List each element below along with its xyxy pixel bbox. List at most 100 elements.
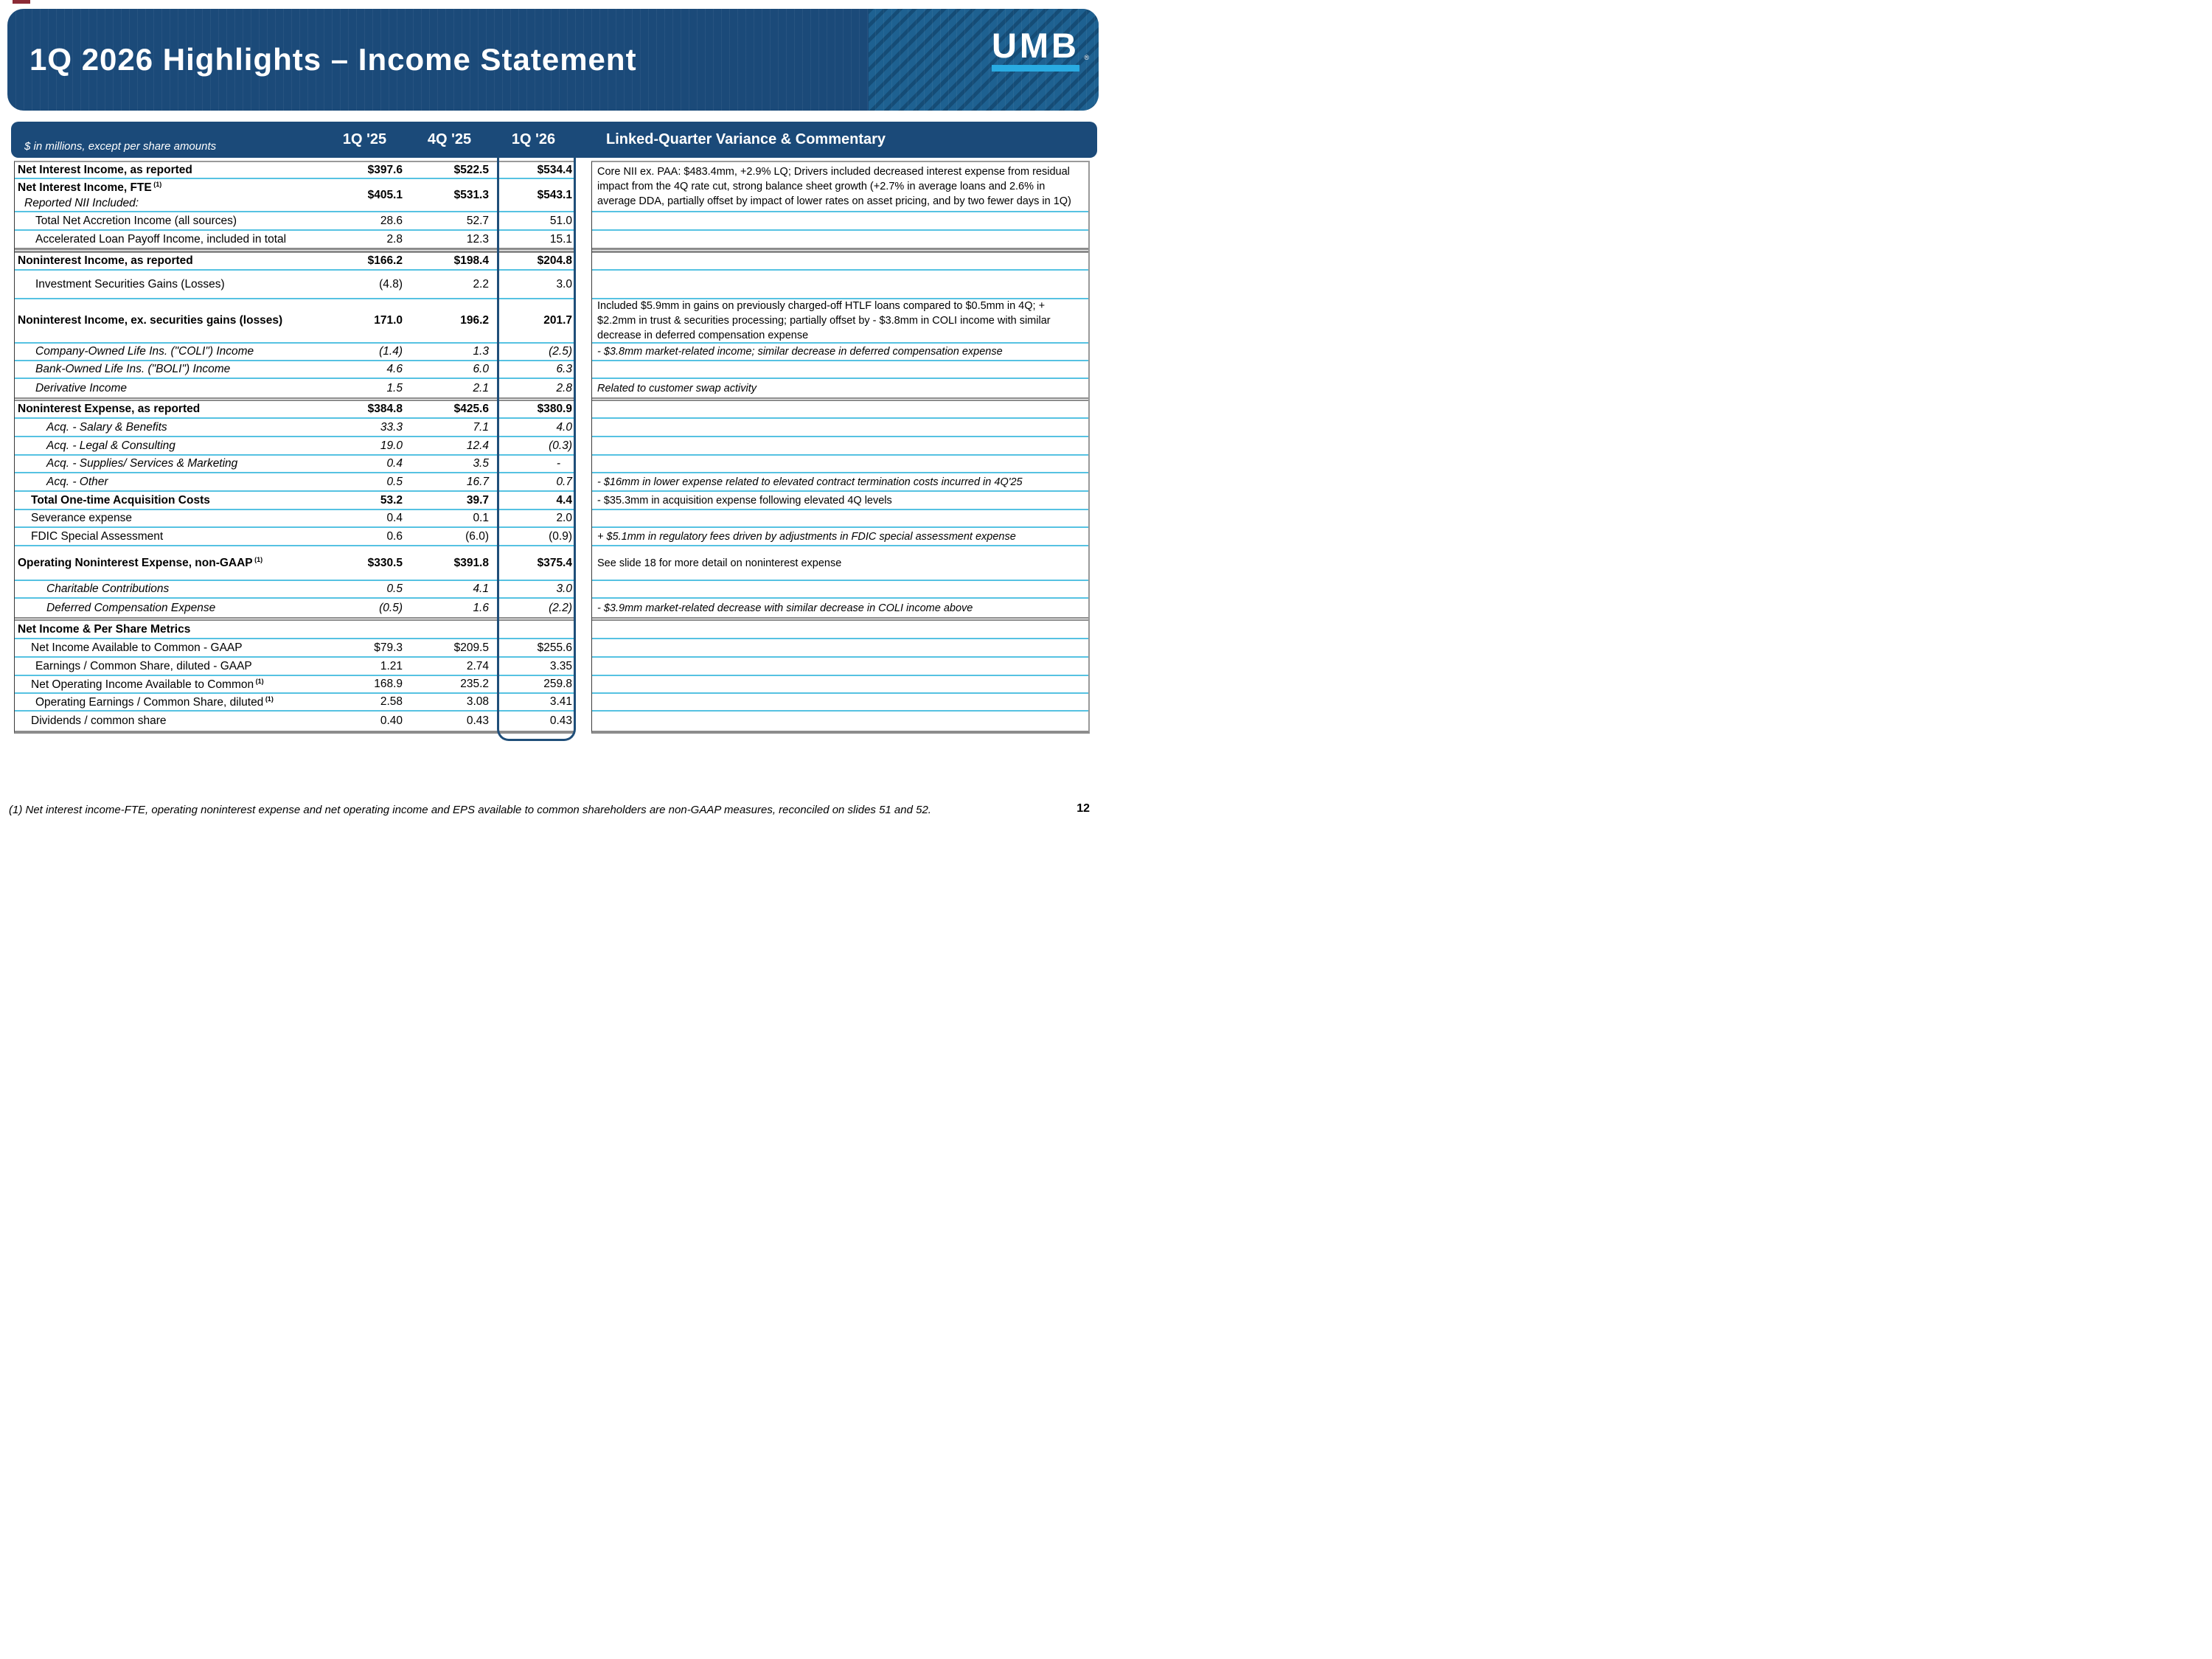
commentary-table: Core NII ex. PAA: $483.4mm, +2.9% LQ; Dr…	[591, 161, 1090, 734]
commentary-cell	[592, 212, 1088, 231]
main-table: Net Interest Income, as reported $397.6 $5…	[14, 161, 575, 734]
value-1q25: 0.5	[386, 582, 403, 595]
value-1q25: 0.4	[386, 457, 403, 470]
value-4q25: 12.4	[466, 439, 489, 452]
table-row: Net Income & Per Share Metrics	[15, 621, 575, 639]
section-divider	[15, 617, 575, 621]
value-4q25: 2.1	[473, 381, 489, 394]
value-1q26: $375.4	[537, 556, 572, 569]
commentary-cell	[592, 658, 1088, 676]
row-label: Company-Owned Life Ins. ("COLI") Income	[35, 345, 254, 358]
value-4q25: $522.5	[453, 163, 489, 176]
value-1q25: 1.21	[380, 659, 403, 672]
table-row: Earnings / Common Share, diluted - GAAP 1…	[15, 658, 575, 676]
row-label: Noninterest Expense, as reported	[18, 403, 201, 416]
table-row: Investment Securities Gains (Losses) (4.8…	[15, 271, 575, 299]
value-4q25: 3.5	[473, 457, 489, 470]
commentary-cell	[592, 456, 1088, 473]
row-label: Charitable Contributions	[46, 582, 170, 596]
value-4q25: 2.2	[473, 277, 489, 291]
value-1q25: $397.6	[367, 163, 403, 176]
row-label: Acq. - Legal & Consulting	[46, 439, 175, 452]
value-1q26: $204.8	[537, 254, 572, 267]
value-4q25: 235.2	[460, 678, 489, 690]
value-1q26: 4.0	[556, 420, 572, 434]
value-1q25: 0.40	[380, 714, 403, 727]
value-4q25: $425.6	[453, 403, 489, 415]
umb-logo-text: UMB	[991, 26, 1079, 65]
table-row: Acq. - Other 0.5 16.7 0.7	[15, 473, 575, 492]
table-row: Net Income Available to Common - GAAP $79…	[15, 639, 575, 658]
row-label: Severance expense	[31, 512, 133, 525]
row-label: Noninterest Income, ex. securities gains…	[18, 314, 283, 327]
commentary-cell	[592, 712, 1088, 731]
value-4q25: 12.3	[466, 232, 489, 246]
value-1q26: 51.0	[549, 214, 572, 227]
value-4q25: 52.7	[466, 214, 489, 227]
commentary-header: Linked-Quarter Variance & Commentary	[606, 131, 886, 147]
title-bar: UMB ® 1Q 2026 Highlights – Income Statem…	[7, 9, 1099, 111]
logo-underline	[991, 65, 1079, 72]
row-label: Dividends / common share	[31, 714, 167, 728]
section-divider	[15, 397, 575, 401]
value-1q26: 2.8	[556, 381, 572, 394]
row-label: Net Income Available to Common - GAAP	[31, 641, 243, 654]
value-1q26: 3.41	[549, 695, 572, 708]
table-row: Noninterest Income, ex. securities gains…	[15, 299, 575, 344]
value-1q26: (2.5)	[549, 345, 572, 358]
table-row: Net Operating Income Available to Common…	[15, 676, 575, 694]
row-label: Total One-time Acquisition Costs	[31, 493, 210, 507]
value-1q25: $330.5	[367, 556, 403, 569]
table-row: Derivative Income 1.5 2.1 2.8	[15, 379, 575, 397]
umb-logo: UMB ®	[991, 26, 1089, 72]
row-label: Noninterest Income, as reported	[18, 254, 193, 268]
value-1q26: 201.7	[543, 314, 572, 327]
value-1q25: $166.2	[367, 254, 403, 267]
footnote: (1) Net interest income-FTE, operating n…	[9, 804, 931, 816]
row-label: Derivative Income	[35, 381, 128, 394]
commentary-cell	[592, 437, 1088, 456]
value-1q26: -	[556, 457, 560, 470]
value-1q26: $543.1	[537, 188, 572, 201]
commentary-cell: Core NII ex. PAA: $483.4mm, +2.9% LQ; Dr…	[592, 162, 1088, 212]
table-row: Noninterest Income, as reported $166.2 $19…	[15, 253, 575, 271]
value-1q25: (0.5)	[379, 601, 403, 614]
value-1q25: 0.4	[386, 512, 403, 524]
column-header-1q26: 1Q '26	[511, 131, 556, 147]
row-label: Net Income & Per Share Metrics	[18, 622, 191, 636]
table-row: Accelerated Loan Payoff Income, included…	[15, 231, 575, 248]
row-label: Acq. - Supplies/ Services & Marketing	[46, 457, 238, 470]
commentary-cell	[592, 401, 1088, 419]
slide-root: UMB ® 1Q 2026 Highlights – Income Statem…	[0, 0, 1106, 830]
value-1q25: 28.6	[380, 214, 403, 227]
table-row: Acq. - Salary & Benefits 33.3 7.1 4.0	[15, 419, 575, 437]
value-4q25: (6.0)	[465, 529, 489, 543]
row-label: Acq. - Other	[46, 475, 108, 488]
value-1q25: 2.8	[386, 232, 403, 246]
table-row: Acq. - Legal & Consulting 19.0 12.4 (0.3)	[15, 437, 575, 456]
row-label: Net Interest Income, FTE (1) Reported NII…	[18, 180, 162, 209]
column-header-4q25: 4Q '25	[427, 131, 472, 147]
commentary-cell: - $16mm in lower expense related to elev…	[592, 473, 1088, 492]
value-1q26: 0.7	[556, 475, 572, 488]
table-row: Severance expense 0.4 0.1 2.0	[15, 510, 575, 528]
row-label: Earnings / Common Share, diluted - GAAP	[35, 659, 252, 672]
value-4q25: 0.1	[473, 512, 489, 524]
table-row: Acq. - Supplies/ Services & Marketing 0.4…	[15, 456, 575, 473]
page-number: 12	[1077, 802, 1090, 815]
value-4q25: 39.7	[466, 493, 489, 507]
value-1q25: 0.5	[386, 475, 403, 488]
value-4q25: 7.1	[473, 420, 489, 434]
table-row: Total One-time Acquisition Costs 53.2 39.7…	[15, 492, 575, 510]
commentary-cell	[592, 419, 1088, 437]
row-label: Deferred Compensation Expense	[46, 601, 216, 614]
commentary-cell	[592, 253, 1088, 271]
value-4q25: 196.2	[460, 314, 489, 327]
value-4q25: $391.8	[453, 556, 489, 569]
commentary-cell	[592, 581, 1088, 599]
table-row: Dividends / common share 0.40 0.43 0.43	[15, 712, 575, 731]
table-row: Total Net Accretion Income (all sources)…	[15, 212, 575, 231]
value-1q25: 1.5	[386, 381, 403, 394]
table-row: Charitable Contributions 0.5 4.1 3.0	[15, 581, 575, 599]
table-row: FDIC Special Assessment 0.6 (6.0) (0.9)	[15, 528, 575, 546]
